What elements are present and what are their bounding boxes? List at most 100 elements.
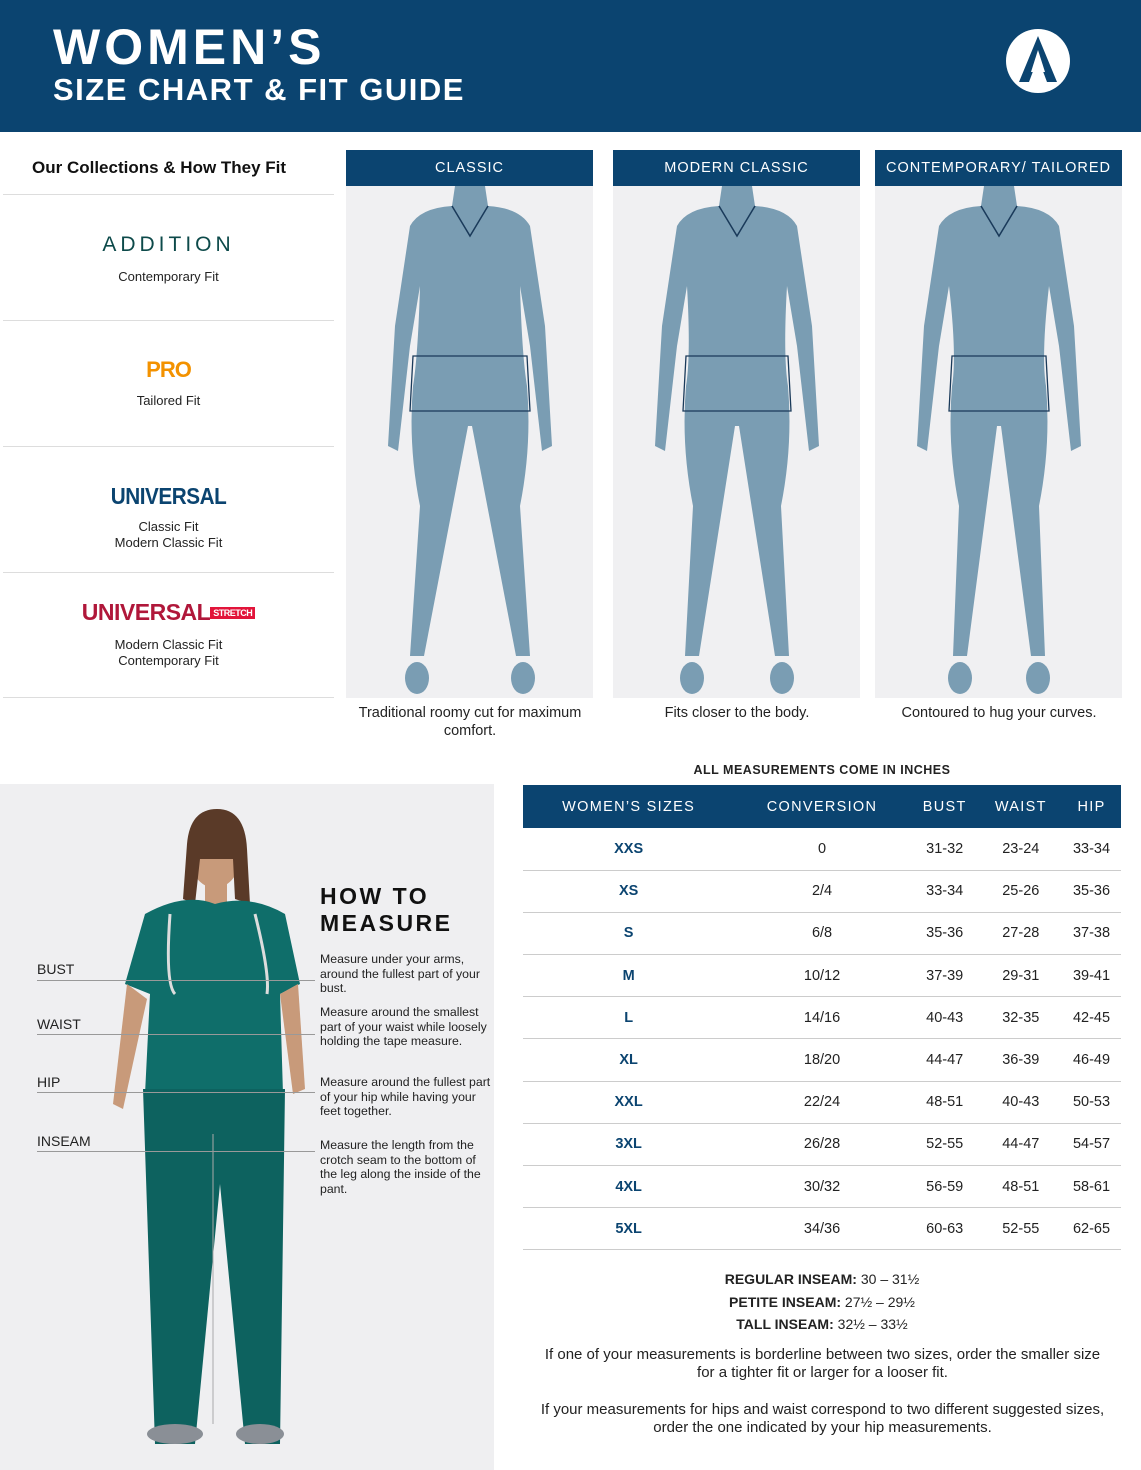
how-to-measure-panel: HOW TO MEASURE BUST WAIST HIP INSEAM Meas…: [0, 784, 494, 1470]
header: WOMEN’S SIZE CHART & FIT GUIDE: [0, 0, 1141, 132]
table-cell: 48-51: [909, 1081, 980, 1124]
stretch-badge: STRETCH: [210, 607, 256, 619]
column-header: WAIST: [979, 785, 1063, 828]
table-cell: 33-34: [1062, 828, 1121, 871]
table-cell: XL: [523, 1038, 735, 1082]
table-row: XXS 0 31-32 23-24 33-34: [523, 828, 1121, 871]
model-photo: [113, 809, 305, 1444]
table-cell: 39-41: [1062, 954, 1121, 998]
table-cell: 35-36: [909, 912, 980, 956]
brand-name: UNIVERSAL: [81, 599, 211, 625]
fit-panel: CLASSIC: [346, 150, 593, 698]
table-row: 4XL 30/32 56-59 48-51 58-61: [523, 1165, 1121, 1209]
fit-label: CLASSIC: [346, 150, 593, 186]
table-cell: M: [523, 954, 735, 998]
fit-panel: CONTEMPORARY/ TAILORED: [875, 150, 1122, 698]
bust-description: Measure under your arms, around the full…: [320, 952, 480, 995]
fit-figure-icon: [387, 186, 552, 694]
table-cell: 0: [734, 828, 910, 871]
size-table: WOMEN’S SIZES CONVERSION BUST WAIST HIP XXS 0 3…: [523, 785, 1121, 1251]
fit-label: MODERN CLASSIC: [613, 150, 860, 186]
table-cell: 56-59: [909, 1165, 980, 1209]
table-cell: S: [523, 912, 735, 956]
table-cell: 22/24: [734, 1081, 910, 1124]
table-cell: 44-47: [909, 1038, 980, 1082]
table-cell: XXL: [523, 1081, 735, 1124]
table-cell: 46-49: [1062, 1038, 1121, 1082]
table-cell: 26/28: [734, 1123, 910, 1167]
table-cell: XXS: [523, 828, 735, 871]
bust-label: BUST: [37, 961, 75, 977]
table-row: L 14/16 40-43 32-35 42-45: [523, 996, 1121, 1040]
fit-panel: MODERN CLASSIC: [613, 150, 860, 698]
table-cell: 48-51: [979, 1165, 1063, 1209]
fit-label: CONTEMPORARY/ TAILORED: [875, 150, 1122, 186]
table-cell: 50-53: [1062, 1081, 1121, 1124]
table-cell: 6/8: [734, 912, 910, 956]
table-cell: 60-63: [909, 1207, 980, 1251]
table-cell: 33-34: [909, 870, 980, 913]
fit-type: Classic Fit: [138, 519, 199, 534]
hip-description: Measure around the fullest part of your …: [320, 1075, 491, 1118]
brand-name: UNIVERSAL: [110, 483, 227, 509]
table-cell: 37-39: [909, 954, 980, 998]
table-cell: 25-26: [979, 870, 1063, 913]
table-row: S 6/8 35-36 27-28 37-38: [523, 912, 1121, 956]
column-header: HIP: [1062, 785, 1121, 828]
fit-type: Contemporary Fit: [118, 653, 219, 668]
fit-caption: Traditional roomy cut for maximum comfor…: [358, 705, 582, 739]
inseam-tall: TALL INSEAM: 32½ – 33½: [736, 1316, 908, 1332]
fit-figure-icon: [654, 186, 819, 694]
table-cell: L: [523, 996, 735, 1040]
table-row: XL 18/20 44-47 36-39 46-49: [523, 1038, 1121, 1082]
inseam-line: [37, 1151, 315, 1152]
table-row: XXL 22/24 48-51 40-43 50-53: [523, 1081, 1121, 1124]
table-cell: 18/20: [734, 1038, 910, 1082]
inseam-label: INSEAM: [37, 1133, 91, 1149]
table-cell: 42-45: [1062, 996, 1121, 1040]
table-cell: 58-61: [1062, 1165, 1121, 1209]
table-cell: 44-47: [979, 1123, 1063, 1167]
table-cell: 5XL: [523, 1207, 735, 1251]
table-row: 3XL 26/28 52-55 44-47 54-57: [523, 1123, 1121, 1167]
table-cell: 54-57: [1062, 1123, 1121, 1167]
sizing-note: If your measurements for hips and waist …: [540, 1401, 1105, 1436]
table-cell: 37-38: [1062, 912, 1121, 956]
hip-line: [37, 1092, 315, 1093]
fit-type: Contemporary Fit: [118, 269, 219, 284]
table-cell: 35-36: [1062, 870, 1121, 913]
how-to-measure-title: HOW TO MEASURE: [320, 883, 453, 936]
table-cell: 32-35: [979, 996, 1063, 1040]
table-cell: 52-55: [909, 1123, 980, 1167]
bust-line: [37, 980, 315, 981]
table-cell: 36-39: [979, 1038, 1063, 1082]
brand-name: ADDITION: [102, 233, 235, 256]
inseam-description: Measure the length from the crotch seam …: [320, 1138, 481, 1196]
collection-addition: ADDITION Contemporary Fit: [3, 194, 334, 320]
collection-universal: UNIVERSAL Classic Fit Modern Classic Fit: [3, 446, 334, 572]
collection-pro: PRO Tailored Fit: [3, 320, 334, 446]
fit-figure-icon: [916, 186, 1081, 694]
page-subtitle: SIZE CHART & FIT GUIDE: [53, 72, 465, 107]
table-cell: 52-55: [979, 1207, 1063, 1251]
waist-label: WAIST: [37, 1016, 81, 1032]
inseam-regular: REGULAR INSEAM: 30 – 31½: [724, 1271, 920, 1287]
table-row: 5XL 34/36 60-63 52-55 62-65: [523, 1207, 1121, 1251]
table-cell: 3XL: [523, 1123, 735, 1167]
table-cell: 40-43: [979, 1081, 1063, 1124]
table-cell: 27-28: [979, 912, 1063, 956]
table-cell: 62-65: [1062, 1207, 1121, 1251]
fit-type: Modern Classic Fit: [114, 535, 223, 550]
fit-type: Modern Classic Fit: [114, 637, 223, 652]
table-cell: 10/12: [734, 954, 910, 998]
inseam-petite: PETITE INSEAM: 27½ – 29½: [729, 1293, 915, 1310]
table-cell: 4XL: [523, 1165, 735, 1209]
fit-type: Tailored Fit: [136, 393, 201, 408]
fit-caption: Contoured to hug your curves.: [901, 705, 1097, 721]
column-header: WOMEN’S SIZES: [523, 785, 735, 828]
table-cell: 2/4: [734, 870, 910, 913]
table-cell: 40-43: [909, 996, 980, 1040]
units-note: ALL MEASUREMENTS COME IN INCHES: [693, 763, 951, 777]
table-cell: 29-31: [979, 954, 1063, 998]
hip-label: HIP: [37, 1074, 61, 1090]
